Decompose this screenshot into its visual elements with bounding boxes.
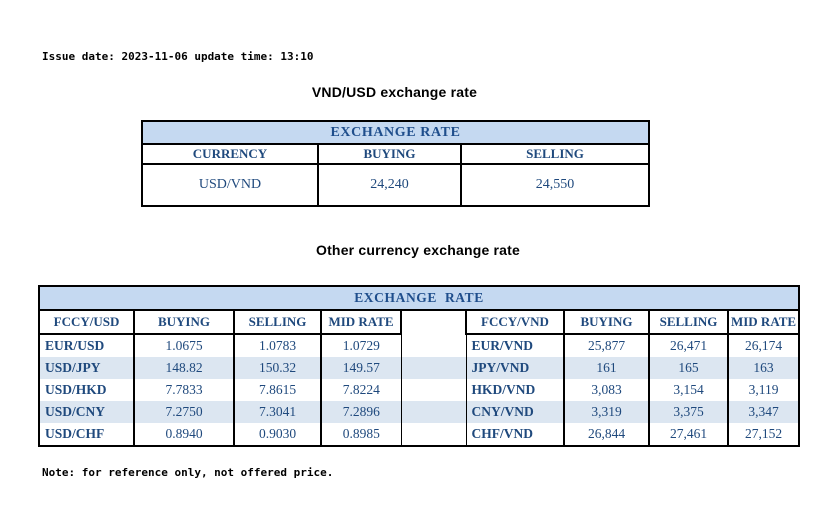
buying-rate-cell: 24,240 [317,163,462,207]
spacer-cell [400,357,467,379]
note-line: Note: for reference only, not offered pr… [42,466,334,479]
mid-rate-cell: 26,174 [726,334,801,357]
currency-pair-cell: USD/VND [141,163,319,207]
selling-rate-cell: 3,375 [648,401,729,423]
table-row: USD/VND 24,240 24,550 [141,163,650,207]
currency-pair-cell: CHF/VND [465,423,565,446]
header-row: FCCY/USD BUYING SELLING MID RATE FCCY/VN… [38,310,801,335]
buying-rate-cell: 148.82 [133,357,235,379]
buying-rate-cell: 3,083 [563,379,650,401]
selling-rate-cell: 7.3041 [233,401,322,423]
selling-rate-cell: 7.8615 [233,379,322,401]
mid-rate-cell: 27,152 [726,423,801,446]
spacer-cell [400,310,467,334]
currency-pair-cell: CNY/VND [465,401,565,423]
mid-rate-cell: 163 [726,357,801,379]
currency-pair-cell: HKD/VND [465,379,565,401]
selling-rate-cell: 3,154 [648,379,729,401]
usd-vnd-rate-table: EXCHANGE RATE CURRENCY BUYING SELLING US… [141,120,650,207]
mid-rate-cell: 7.8224 [320,379,402,401]
issue-date-line: Issue date: 2023-11-06 update time: 13:1… [42,50,314,63]
band-row: EXCHANGE RATE [141,120,650,145]
buying-rate-cell: 7.7833 [133,379,235,401]
mid-rate-cell: 1.0729 [320,334,402,357]
spacer-cell [400,423,467,446]
exchange-rate-band: EXCHANGE RATE [141,120,650,145]
col-header-selling-right: SELLING [648,310,729,335]
currency-pair-cell: JPY/VND [465,357,565,379]
currency-pair-cell: USD/CNY [38,401,135,423]
col-header-midrate-left: MID RATE [320,310,402,335]
selling-rate-cell: 24,550 [460,163,650,207]
table-row: USD/CHF 0.8940 0.9030 0.8985 CHF/VND 26,… [38,423,801,446]
col-header-selling: SELLING [460,143,650,165]
buying-rate-cell: 0.8940 [133,423,235,446]
col-header-buying-left: BUYING [133,310,235,335]
mid-rate-cell: 3,119 [726,379,801,401]
selling-rate-cell: 26,471 [648,334,729,357]
usd-table-title: VND/USD exchange rate [311,84,478,100]
selling-rate-cell: 0.9030 [233,423,322,446]
currency-pair-cell: EUR/USD [38,334,135,357]
col-header-fccy-usd: FCCY/USD [38,310,135,335]
col-header-fccy-vnd: FCCY/VND [465,310,565,335]
col-header-buying: BUYING [317,143,462,165]
spacer-cell [400,379,467,401]
buying-rate-cell: 161 [563,357,650,379]
mid-rate-cell: 0.8985 [320,423,402,446]
table-row: USD/JPY 148.82 150.32 149.57 JPY/VND 161… [38,357,801,379]
other-table-title: Other currency exchange rate [315,242,521,258]
table-row: USD/CNY 7.2750 7.3041 7.2896 CNY/VND 3,3… [38,401,801,423]
selling-rate-cell: 1.0783 [233,334,322,357]
header-row: CURRENCY BUYING SELLING [141,143,650,165]
buying-rate-cell: 26,844 [563,423,650,446]
col-header-currency: CURRENCY [141,143,319,165]
exchange-rate-band: EXCHANGE RATE [37,286,801,311]
spacer-cell [400,334,467,357]
col-header-buying-right: BUYING [563,310,650,335]
table-row: USD/HKD 7.7833 7.8615 7.8224 HKD/VND 3,0… [38,379,801,401]
buying-rate-cell: 1.0675 [133,334,235,357]
buying-rate-cell: 7.2750 [133,401,235,423]
col-header-midrate-right: MID RATE [726,310,801,335]
mid-rate-cell: 3,347 [726,401,801,423]
selling-rate-cell: 150.32 [233,357,322,379]
other-currency-rate-table: EXCHANGE RATE FCCY/USD BUYING SELLING MI… [37,285,801,447]
currency-pair-cell: EUR/VND [465,334,565,357]
currency-pair-cell: USD/CHF [38,423,135,446]
spacer-cell [400,401,467,423]
mid-rate-cell: 7.2896 [320,401,402,423]
buying-rate-cell: 25,877 [563,334,650,357]
table-row: EUR/USD 1.0675 1.0783 1.0729 EUR/VND 25,… [38,334,801,357]
currency-pair-cell: USD/JPY [38,357,135,379]
selling-rate-cell: 27,461 [648,423,729,446]
buying-rate-cell: 3,319 [563,401,650,423]
mid-rate-cell: 149.57 [320,357,402,379]
currency-pair-cell: USD/HKD [38,379,135,401]
band-row: EXCHANGE RATE [37,286,801,311]
col-header-selling-left: SELLING [233,310,322,335]
selling-rate-cell: 165 [648,357,729,379]
